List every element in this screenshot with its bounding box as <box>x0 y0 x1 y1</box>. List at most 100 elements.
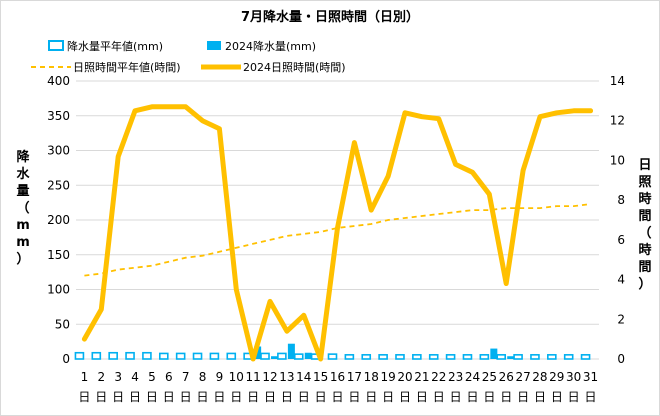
x-tick-unit-17: 日 <box>348 390 360 404</box>
x-tick-label-22: 22 <box>431 370 446 384</box>
right-axis-title: 日照時間（時間） <box>638 158 651 292</box>
left-axis-title-char: m <box>16 218 30 233</box>
bar-precip-normal-24 <box>462 354 473 360</box>
bar-precip-2024-26 <box>507 356 515 359</box>
x-tick-unit-8: 日 <box>197 390 209 404</box>
x-tick-label-19: 19 <box>380 370 395 384</box>
left-axis-title-char: 降 <box>16 149 30 165</box>
left-axis-title-char: ） <box>16 251 29 267</box>
right-tick-label: 12 <box>610 114 625 128</box>
bar-precip-normal-19 <box>378 354 388 360</box>
bar-precip-normal-31 <box>580 354 591 360</box>
x-tick-label-13: 13 <box>279 370 294 384</box>
x-tick-unit-22: 日 <box>433 390 445 404</box>
x-tick-unit-4: 日 <box>129 390 141 404</box>
x-tick-label-29: 29 <box>549 370 564 384</box>
x-tick-label-17: 17 <box>347 370 362 384</box>
right-tick-label: 6 <box>617 233 625 247</box>
right-tick-label: 2 <box>617 312 625 326</box>
bar-precip-normal-9 <box>209 352 220 360</box>
x-tick-unit-30: 日 <box>568 390 580 404</box>
right-axis-title-char: 日 <box>638 158 651 173</box>
x-tick-label-12: 12 <box>262 370 277 384</box>
x-tick-unit-31: 日 <box>585 390 597 404</box>
bar-precip-normal-27 <box>513 354 523 360</box>
left-tick-label: 150 <box>47 248 70 262</box>
x-tick-label-16: 16 <box>330 370 345 384</box>
x-tick-unit-19: 日 <box>382 390 394 404</box>
bar-precip-normal-18 <box>361 354 372 360</box>
bar-precip-normal-13 <box>277 352 287 360</box>
right-axis-title-char: 時 <box>638 191 651 207</box>
x-tick-unit-11: 日 <box>247 390 259 404</box>
x-tick-label-27: 27 <box>515 370 530 384</box>
x-tick-unit-26: 日 <box>500 390 512 404</box>
sunshine-lines <box>81 104 594 362</box>
bar-precip-normal-4 <box>125 351 135 360</box>
x-tick-unit-28: 日 <box>534 390 546 404</box>
x-tick-unit-27: 日 <box>517 390 529 404</box>
bar-precip-normal-26 <box>496 354 507 360</box>
right-axis-title-char: （ <box>638 225 651 241</box>
bar-precip-2024-13 <box>287 343 295 359</box>
left-tick-label: 0 <box>62 352 70 366</box>
bars-precip-normal <box>74 351 591 360</box>
x-tick-label-24: 24 <box>465 370 480 384</box>
bar-precip-normal-6 <box>158 352 169 360</box>
x-tick-label-3: 3 <box>114 370 122 384</box>
x-tick-unit-29: 日 <box>551 390 563 404</box>
x-tick-unit-16: 日 <box>331 390 343 404</box>
x-tick-unit-2: 日 <box>95 390 107 404</box>
x-tick-label-8: 8 <box>199 370 207 384</box>
right-axis-title-char: 時 <box>638 242 651 258</box>
left-axis-title-char: 量 <box>16 184 29 199</box>
x-tick-unit-20: 日 <box>399 390 411 404</box>
x-tick-label-21: 21 <box>414 370 429 384</box>
x-tick-label-28: 28 <box>532 370 547 384</box>
bar-precip-normal-16 <box>327 353 338 360</box>
x-tick-unit-7: 日 <box>180 390 192 404</box>
x-tick-label-5: 5 <box>148 370 156 384</box>
right-tick-label: 10 <box>610 153 625 167</box>
right-axis-title-char: 照 <box>638 175 651 190</box>
x-tick-label-31: 31 <box>583 370 598 384</box>
right-tick-label: 14 <box>610 74 625 88</box>
legend-swatch-precip-normal <box>48 40 64 51</box>
right-axis-title-char: ） <box>638 276 651 292</box>
x-tick-unit-10: 日 <box>230 390 242 404</box>
bar-precip-normal-23 <box>445 354 456 360</box>
x-ticks: 1日2日3日4日5日6日7日8日9日10日11日12日13日14日15日16日1… <box>78 370 598 404</box>
x-tick-unit-18: 日 <box>365 390 377 404</box>
left-tick-label: 100 <box>47 283 70 297</box>
right-tick-label: 8 <box>617 193 625 207</box>
right-tick-label: 0 <box>617 352 625 366</box>
bar-precip-normal-21 <box>412 354 422 360</box>
x-tick-unit-5: 日 <box>146 390 158 404</box>
bar-precip-normal-29 <box>547 354 557 360</box>
bar-precip-normal-12 <box>260 352 270 360</box>
x-tick-unit-21: 日 <box>416 390 428 404</box>
bar-precip-normal-28 <box>530 354 540 360</box>
bar-precip-normal-22 <box>428 354 439 360</box>
x-tick-label-6: 6 <box>165 370 173 384</box>
x-tick-label-30: 30 <box>566 370 581 384</box>
bar-precip-normal-25 <box>479 354 490 360</box>
x-tick-unit-9: 日 <box>213 390 225 404</box>
x-tick-label-7: 7 <box>182 370 190 384</box>
x-tick-unit-25: 日 <box>483 390 495 404</box>
bar-precip-normal-5 <box>142 351 152 360</box>
left-tick-label: 50 <box>55 317 70 331</box>
left-ticks: 0 50 100 150 200 250 300 350 400 <box>47 74 70 366</box>
legend-label-precip-2024: 2024降水量(mm) <box>225 39 316 53</box>
x-tick-label-1: 1 <box>81 370 89 384</box>
right-ticks: 0 2 4 6 8 10 12 14 <box>610 74 625 366</box>
bar-precip-normal-14 <box>293 353 304 360</box>
chart-title: 7月降水量・日照時間（日別） <box>241 9 419 25</box>
left-axis-title-char: 水 <box>16 166 30 182</box>
left-axis-title-char: （ <box>16 200 29 216</box>
bar-precip-normal-10 <box>226 352 237 360</box>
x-tick-label-9: 9 <box>216 370 224 384</box>
x-tick-unit-14: 日 <box>298 390 310 404</box>
